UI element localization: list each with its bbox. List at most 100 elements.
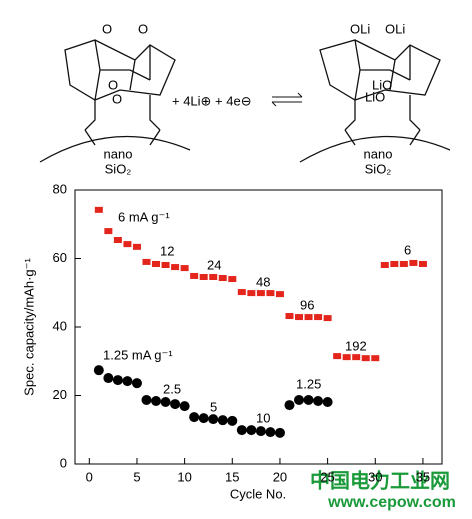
point bbox=[228, 276, 237, 283]
point bbox=[352, 354, 361, 361]
point bbox=[295, 314, 304, 321]
point bbox=[399, 260, 408, 267]
point bbox=[323, 315, 332, 322]
atom: LiO bbox=[372, 77, 392, 92]
point bbox=[112, 375, 123, 386]
point bbox=[285, 313, 294, 320]
point bbox=[227, 415, 238, 426]
point bbox=[255, 426, 266, 437]
point bbox=[170, 399, 181, 410]
watermark: 中国电力工业网 bbox=[310, 468, 450, 492]
point bbox=[151, 395, 162, 406]
annotation: 1.25 mA g⁻¹ bbox=[103, 347, 173, 362]
point bbox=[256, 290, 265, 297]
point bbox=[217, 415, 228, 426]
point bbox=[371, 355, 380, 362]
point bbox=[266, 290, 275, 297]
annotation: 192 bbox=[345, 338, 367, 353]
point bbox=[246, 425, 257, 436]
point bbox=[208, 414, 219, 425]
point bbox=[236, 425, 247, 436]
ring bbox=[319, 39, 441, 101]
ring bbox=[64, 39, 176, 101]
x-tick-label: 20 bbox=[273, 469, 287, 484]
point bbox=[189, 412, 200, 423]
equilibrium-arrow bbox=[271, 92, 303, 107]
atom: O bbox=[102, 21, 112, 36]
y-tick-label: 60 bbox=[53, 250, 67, 265]
point bbox=[122, 376, 133, 387]
point bbox=[123, 241, 132, 248]
atom: O bbox=[112, 91, 122, 106]
x-tick-label: 35 bbox=[416, 469, 430, 484]
y-tick-label: 40 bbox=[53, 318, 67, 333]
x-tick-label: 5 bbox=[133, 469, 140, 484]
point bbox=[274, 427, 285, 438]
point bbox=[160, 397, 171, 408]
support-label: SiO₂ bbox=[365, 161, 392, 176]
point bbox=[209, 273, 218, 280]
linkers bbox=[344, 95, 421, 146]
point bbox=[275, 291, 284, 298]
annotation: 96 bbox=[300, 297, 314, 312]
point bbox=[380, 262, 389, 269]
point bbox=[199, 273, 208, 280]
x-axis-label: Cycle No. bbox=[230, 486, 286, 501]
annotation: 1.25 bbox=[296, 376, 321, 391]
x-tick-label: 10 bbox=[177, 469, 191, 484]
point bbox=[314, 314, 323, 321]
support-label: SiO₂ bbox=[105, 161, 132, 176]
point bbox=[409, 259, 418, 266]
annotation: 6 bbox=[404, 242, 411, 257]
y-axis-label: Spec. capacity/mAh·g⁻¹ bbox=[21, 258, 36, 396]
point bbox=[132, 243, 141, 250]
support-label: nano bbox=[104, 146, 133, 161]
point bbox=[113, 237, 122, 244]
reagents: + 4Li⊕ + 4e⊖ bbox=[172, 93, 252, 108]
atom: O bbox=[138, 21, 148, 36]
bonds bbox=[354, 39, 411, 101]
point bbox=[284, 400, 295, 411]
point bbox=[322, 397, 333, 408]
y-tick-label: 80 bbox=[53, 181, 67, 196]
point bbox=[142, 258, 151, 265]
atom: OLi bbox=[385, 21, 405, 36]
point bbox=[390, 260, 399, 267]
point bbox=[103, 373, 114, 384]
y-tick-label: 20 bbox=[53, 387, 67, 402]
point bbox=[104, 228, 113, 235]
point bbox=[141, 394, 152, 405]
point bbox=[179, 401, 190, 412]
point bbox=[152, 260, 161, 267]
point bbox=[94, 206, 103, 213]
surface bbox=[299, 135, 451, 163]
x-tick-label: 30 bbox=[368, 469, 382, 484]
point bbox=[304, 314, 313, 321]
support-label: nano bbox=[364, 146, 393, 161]
right-molecule: OLi OLi LiO LiO nano SiO₂ bbox=[299, 21, 451, 176]
point bbox=[218, 275, 227, 282]
atom: LiO bbox=[365, 89, 385, 104]
annotation: 12 bbox=[160, 243, 174, 258]
point bbox=[313, 395, 324, 406]
point bbox=[190, 272, 199, 279]
x-tick-label: 25 bbox=[320, 469, 334, 484]
point bbox=[180, 265, 189, 272]
point bbox=[342, 354, 351, 361]
point bbox=[303, 394, 314, 405]
y-tick-label: 0 bbox=[60, 455, 67, 470]
left-molecule: O O O O nano SiO₂ bbox=[39, 21, 191, 176]
atom: O bbox=[108, 77, 118, 92]
point bbox=[361, 355, 370, 362]
annotation: 6 mA g⁻¹ bbox=[118, 209, 170, 224]
watermark: www.cepow.com bbox=[327, 494, 456, 511]
point bbox=[294, 394, 305, 405]
surface bbox=[39, 135, 191, 163]
point bbox=[237, 289, 246, 296]
annotation: 10 bbox=[256, 410, 270, 425]
x-tick-label: 0 bbox=[86, 469, 93, 484]
point bbox=[333, 353, 342, 360]
point bbox=[131, 378, 142, 389]
point bbox=[93, 365, 104, 376]
